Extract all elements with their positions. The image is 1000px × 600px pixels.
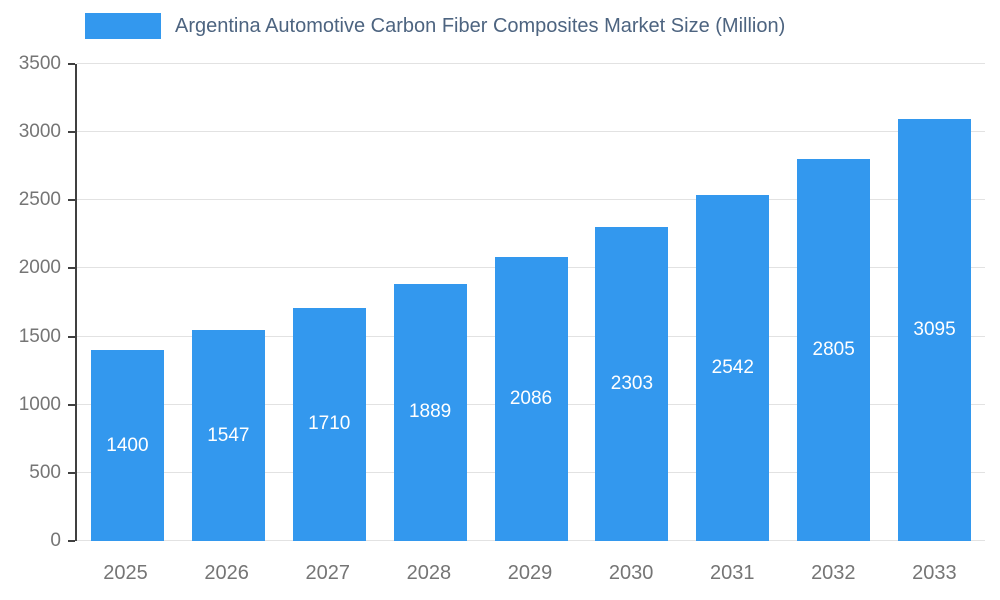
y-tick-mark: [68, 267, 75, 270]
y-axis: 0 500 1000 1500 2000 2500 3000 3500: [0, 53, 75, 551]
bar-slot: 1400: [77, 64, 178, 541]
x-tick-label: 2033: [912, 561, 957, 584]
bar-value-label: 1400: [106, 434, 149, 456]
y-tick-mark: [68, 403, 75, 406]
y-tick-label: 0: [50, 530, 61, 551]
x-axis: 2025 2026 2027 2028 2029 2030 2031 2032 2033: [75, 556, 985, 590]
x-tick-label: 2025: [103, 561, 148, 584]
bar-2028[interactable]: 1889: [393, 283, 467, 541]
x-tick-label: 2030: [608, 561, 654, 584]
y-tick-mark: [68, 335, 75, 338]
plot-area: 1400 1547 1710 1889 2086 2303 2542 2805 3095: [75, 63, 985, 541]
y-tick-label: 2500: [18, 189, 61, 211]
x-tick-label: 2029: [507, 561, 553, 584]
legend[interactable]: Argentina Automotive Carbon Fiber Compos…: [85, 13, 785, 39]
bar-2033[interactable]: 3095: [898, 119, 972, 541]
gridline: [77, 199, 985, 201]
bar-2030[interactable]: 2303: [595, 227, 669, 541]
chart-title: Argentina Automotive Carbon Fiber Compos…: [175, 14, 786, 37]
legend-swatch[interactable]: [85, 13, 161, 39]
y-tick-label: 3500: [18, 53, 61, 74]
bar-2032[interactable]: 2805: [797, 158, 871, 541]
bar-value-label: 2086: [509, 387, 553, 409]
bar-slot: 1547: [178, 64, 279, 541]
x-tick-label: 2026: [204, 561, 249, 584]
bar-slot: 2542: [682, 64, 783, 541]
gridline: [77, 131, 985, 133]
y-tick-mark: [68, 131, 75, 134]
y-tick-mark: [68, 63, 75, 65]
y-tick-label: 1500: [18, 325, 61, 347]
y-tick-label: 3000: [18, 121, 61, 143]
y-tick-label: 2000: [18, 257, 61, 279]
bar-2029[interactable]: 2086: [494, 256, 568, 541]
bar-slot: 1889: [380, 64, 481, 541]
bar-value-label: 1889: [408, 401, 452, 423]
bar-2026[interactable]: 1547: [191, 330, 265, 541]
bar-2025[interactable]: 1400: [90, 350, 164, 541]
bar-value-label: 2805: [812, 338, 855, 360]
x-tick-label: 2031: [709, 561, 755, 584]
x-tick-label: 2032: [811, 561, 856, 584]
bar-slot: 3095: [884, 64, 985, 541]
y-tick-mark: [68, 199, 75, 202]
gridline: [77, 63, 985, 64]
bar-slot: 1710: [279, 64, 380, 541]
bar-slot: 2805: [783, 64, 884, 541]
bar-2031[interactable]: 2542: [696, 194, 770, 541]
bar-series: 1400 1547 1710 1889 2086 2303 2542 2805 3095: [77, 64, 985, 541]
y-tick-label: 1000: [18, 393, 61, 415]
x-tick-label: 2027: [305, 561, 351, 584]
bar-value-label: 1547: [207, 424, 250, 446]
bar-value-label: 1710: [308, 413, 351, 435]
x-tick-label: 2028: [406, 561, 452, 584]
bar-value-label: 2542: [711, 356, 754, 378]
bar-value-label: 2303: [610, 373, 654, 395]
y-tick-mark: [68, 471, 75, 474]
y-tick-mark: [68, 540, 75, 542]
y-tick-label: 500: [29, 461, 61, 483]
bar-value-label: 3095: [913, 319, 956, 341]
bar-2027[interactable]: 1710: [292, 307, 366, 541]
bar-slot: 2303: [581, 64, 682, 541]
bar-slot: 2086: [481, 64, 582, 541]
